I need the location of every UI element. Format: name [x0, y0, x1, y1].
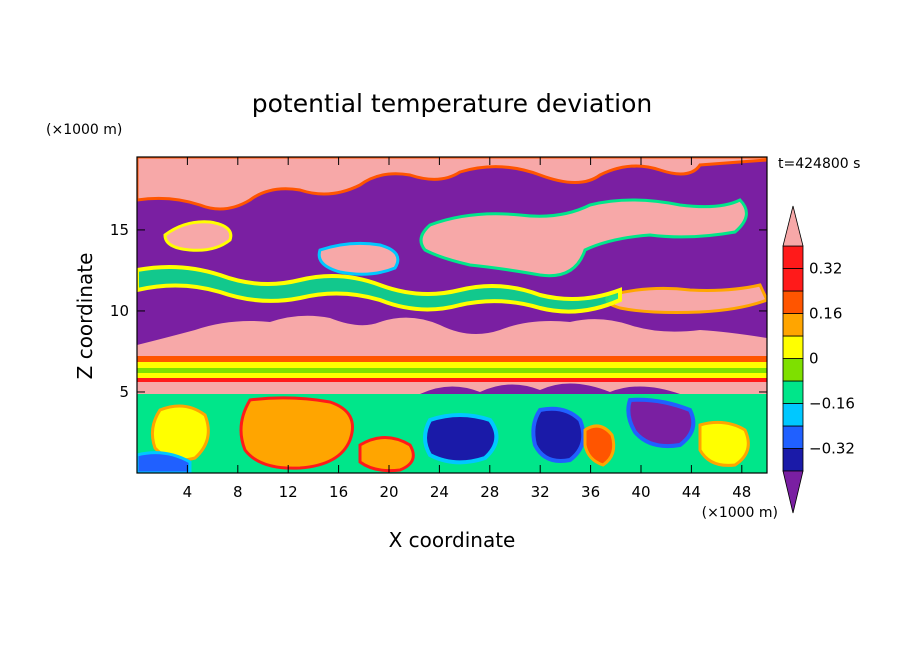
x-tick-label: 16 [329, 483, 348, 501]
band-yellow [137, 362, 767, 368]
x-axis-label: X coordinate [389, 528, 516, 552]
x-tick-label: 44 [682, 483, 701, 501]
colorbar-segment [782, 403, 804, 427]
colorbar-segment [782, 335, 804, 359]
x-tick-label: 28 [480, 483, 499, 501]
colorbar-label: −0.16 [809, 395, 855, 413]
band-orange [137, 356, 767, 362]
colorbar-segment [782, 245, 804, 269]
colorbar-segment [782, 290, 804, 314]
colorbar [782, 205, 804, 514]
y-tick-label: 10 [110, 302, 129, 320]
x-axis-ticks: 4 8 12 16 20 24 28 32 36 40 44 48 [183, 157, 751, 501]
lower-warm-a [239, 396, 354, 470]
warm-region-upper [419, 198, 748, 278]
y-tick-label: 5 [119, 383, 129, 401]
x-tick-label: 48 [732, 483, 751, 501]
lower-cool-b [531, 406, 586, 463]
lower-cool-c [626, 397, 696, 449]
lower-cool-a [423, 413, 499, 465]
y-axis-ticks: 5 10 15 [110, 221, 767, 401]
colorbar-label: 0.32 [809, 260, 842, 278]
x-tick-label: 12 [279, 483, 298, 501]
x-tick-label: 24 [430, 483, 449, 501]
chart-title: potential temperature deviation [252, 89, 652, 118]
plot-frame [136, 156, 768, 474]
x-tick-label: 32 [531, 483, 550, 501]
band-pink [137, 348, 767, 356]
lower-cool-d [137, 451, 192, 473]
x-tick-label: 20 [379, 483, 398, 501]
warm-region-central [137, 315, 767, 355]
x-axis-unit: (×1000 m) [702, 505, 778, 521]
colorbar-labels: 0.32 0.16 0 −0.16 −0.32 [809, 260, 855, 458]
lower-warm-b [150, 404, 210, 462]
x-tick-label: 36 [581, 483, 600, 501]
time-label: t=424800 s [778, 156, 860, 172]
warm-region-right [605, 283, 767, 314]
colorbar-segment [782, 425, 804, 449]
x-tick-label: 40 [631, 483, 650, 501]
colorbar-extend-min [782, 470, 804, 514]
y-tick-label: 15 [110, 221, 129, 239]
warm-region-top [137, 157, 767, 211]
band-lightgreen [137, 368, 767, 373]
colorbar-segment [782, 313, 804, 337]
band-red [137, 378, 767, 382]
colorbar-label: 0.16 [809, 305, 842, 323]
warm-region-left [163, 220, 233, 252]
warm-region-mid [317, 241, 400, 276]
lower-warm-d [583, 424, 616, 467]
x-tick-label: 4 [183, 483, 193, 501]
mixed-band [137, 264, 622, 314]
colorbar-segment [782, 268, 804, 292]
colorbar-extend-max [782, 205, 804, 247]
colorbar-label: 0 [809, 350, 819, 368]
lower-warm-c [358, 436, 415, 473]
contour-field [137, 157, 767, 473]
colorbar-segment [782, 358, 804, 382]
y-axis-unit: (×1000 m) [46, 122, 122, 138]
y-axis-label: Z coordinate [73, 253, 97, 380]
colorbar-label: −0.32 [809, 440, 855, 458]
x-tick-label: 8 [233, 483, 243, 501]
colorbar-segment [782, 380, 804, 404]
lower-warm-e [698, 420, 750, 467]
colorbar-segment [782, 448, 804, 472]
band-yellow-2 [137, 373, 767, 378]
